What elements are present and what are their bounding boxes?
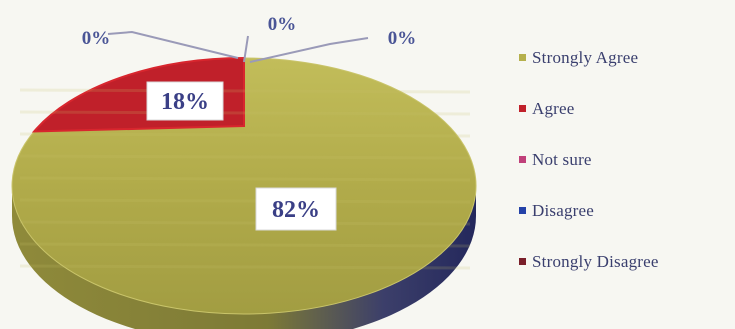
slice-labels: 82% 18% 0% 0% 0%: [82, 14, 417, 231]
slice-texture-line: [19, 110, 471, 116]
slice-texture-line: [19, 176, 471, 182]
legend-swatch: [519, 156, 526, 163]
leader-line-strongly-disagree: [249, 37, 369, 63]
slice-texture-line: [19, 198, 471, 204]
legend-item-disagree: Disagree: [519, 201, 729, 220]
pie-slices: [11, 56, 477, 315]
legend-item-strongly-disagree: Strongly Disagree: [519, 252, 729, 271]
leader-line-not-sure: [107, 30, 239, 59]
legend-item-strongly-agree: Strongly Agree: [519, 48, 729, 67]
slice-label-not-sure: 0%: [82, 28, 111, 49]
legend-item-not-sure: Not sure: [519, 150, 729, 169]
slice-texture-line: [19, 220, 471, 226]
legend-label: Disagree: [532, 200, 595, 220]
slice-texture-line: [19, 242, 471, 248]
legend-swatch: [519, 258, 526, 265]
leader-line-disagree: [243, 35, 249, 63]
legend-swatch: [519, 54, 526, 61]
legend-label: Strongly Agree: [532, 47, 639, 67]
slice-texture-line: [19, 264, 471, 270]
legend: Strongly Agree Agree Not sure Disagree S…: [519, 48, 729, 303]
legend-label: Agree: [532, 98, 575, 118]
legend-swatch: [519, 105, 526, 112]
slice-label-strongly-disagree: 0%: [388, 28, 417, 49]
legend-swatch: [519, 207, 526, 214]
slice-texture-line: [19, 132, 471, 138]
slice-texture-line: [19, 88, 471, 94]
slice-label-strongly-agree: 82%: [272, 197, 320, 223]
legend-label: Not sure: [532, 149, 592, 169]
slice-label-agree-box: [146, 81, 224, 121]
legend-label: Strongly Disagree: [532, 251, 659, 271]
pie-slice-strongly-agree: [11, 57, 477, 315]
slice-label-disagree: 0%: [268, 14, 297, 35]
slice-label-agree: 18%: [161, 89, 209, 115]
slice-label-strongly-agree-box: [255, 187, 337, 231]
slice-texture-line: [19, 154, 471, 160]
leader-lines: [107, 30, 369, 63]
legend-item-agree: Agree: [519, 99, 729, 118]
